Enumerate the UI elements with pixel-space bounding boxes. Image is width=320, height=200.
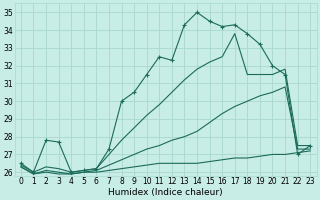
- X-axis label: Humidex (Indice chaleur): Humidex (Indice chaleur): [108, 188, 223, 197]
